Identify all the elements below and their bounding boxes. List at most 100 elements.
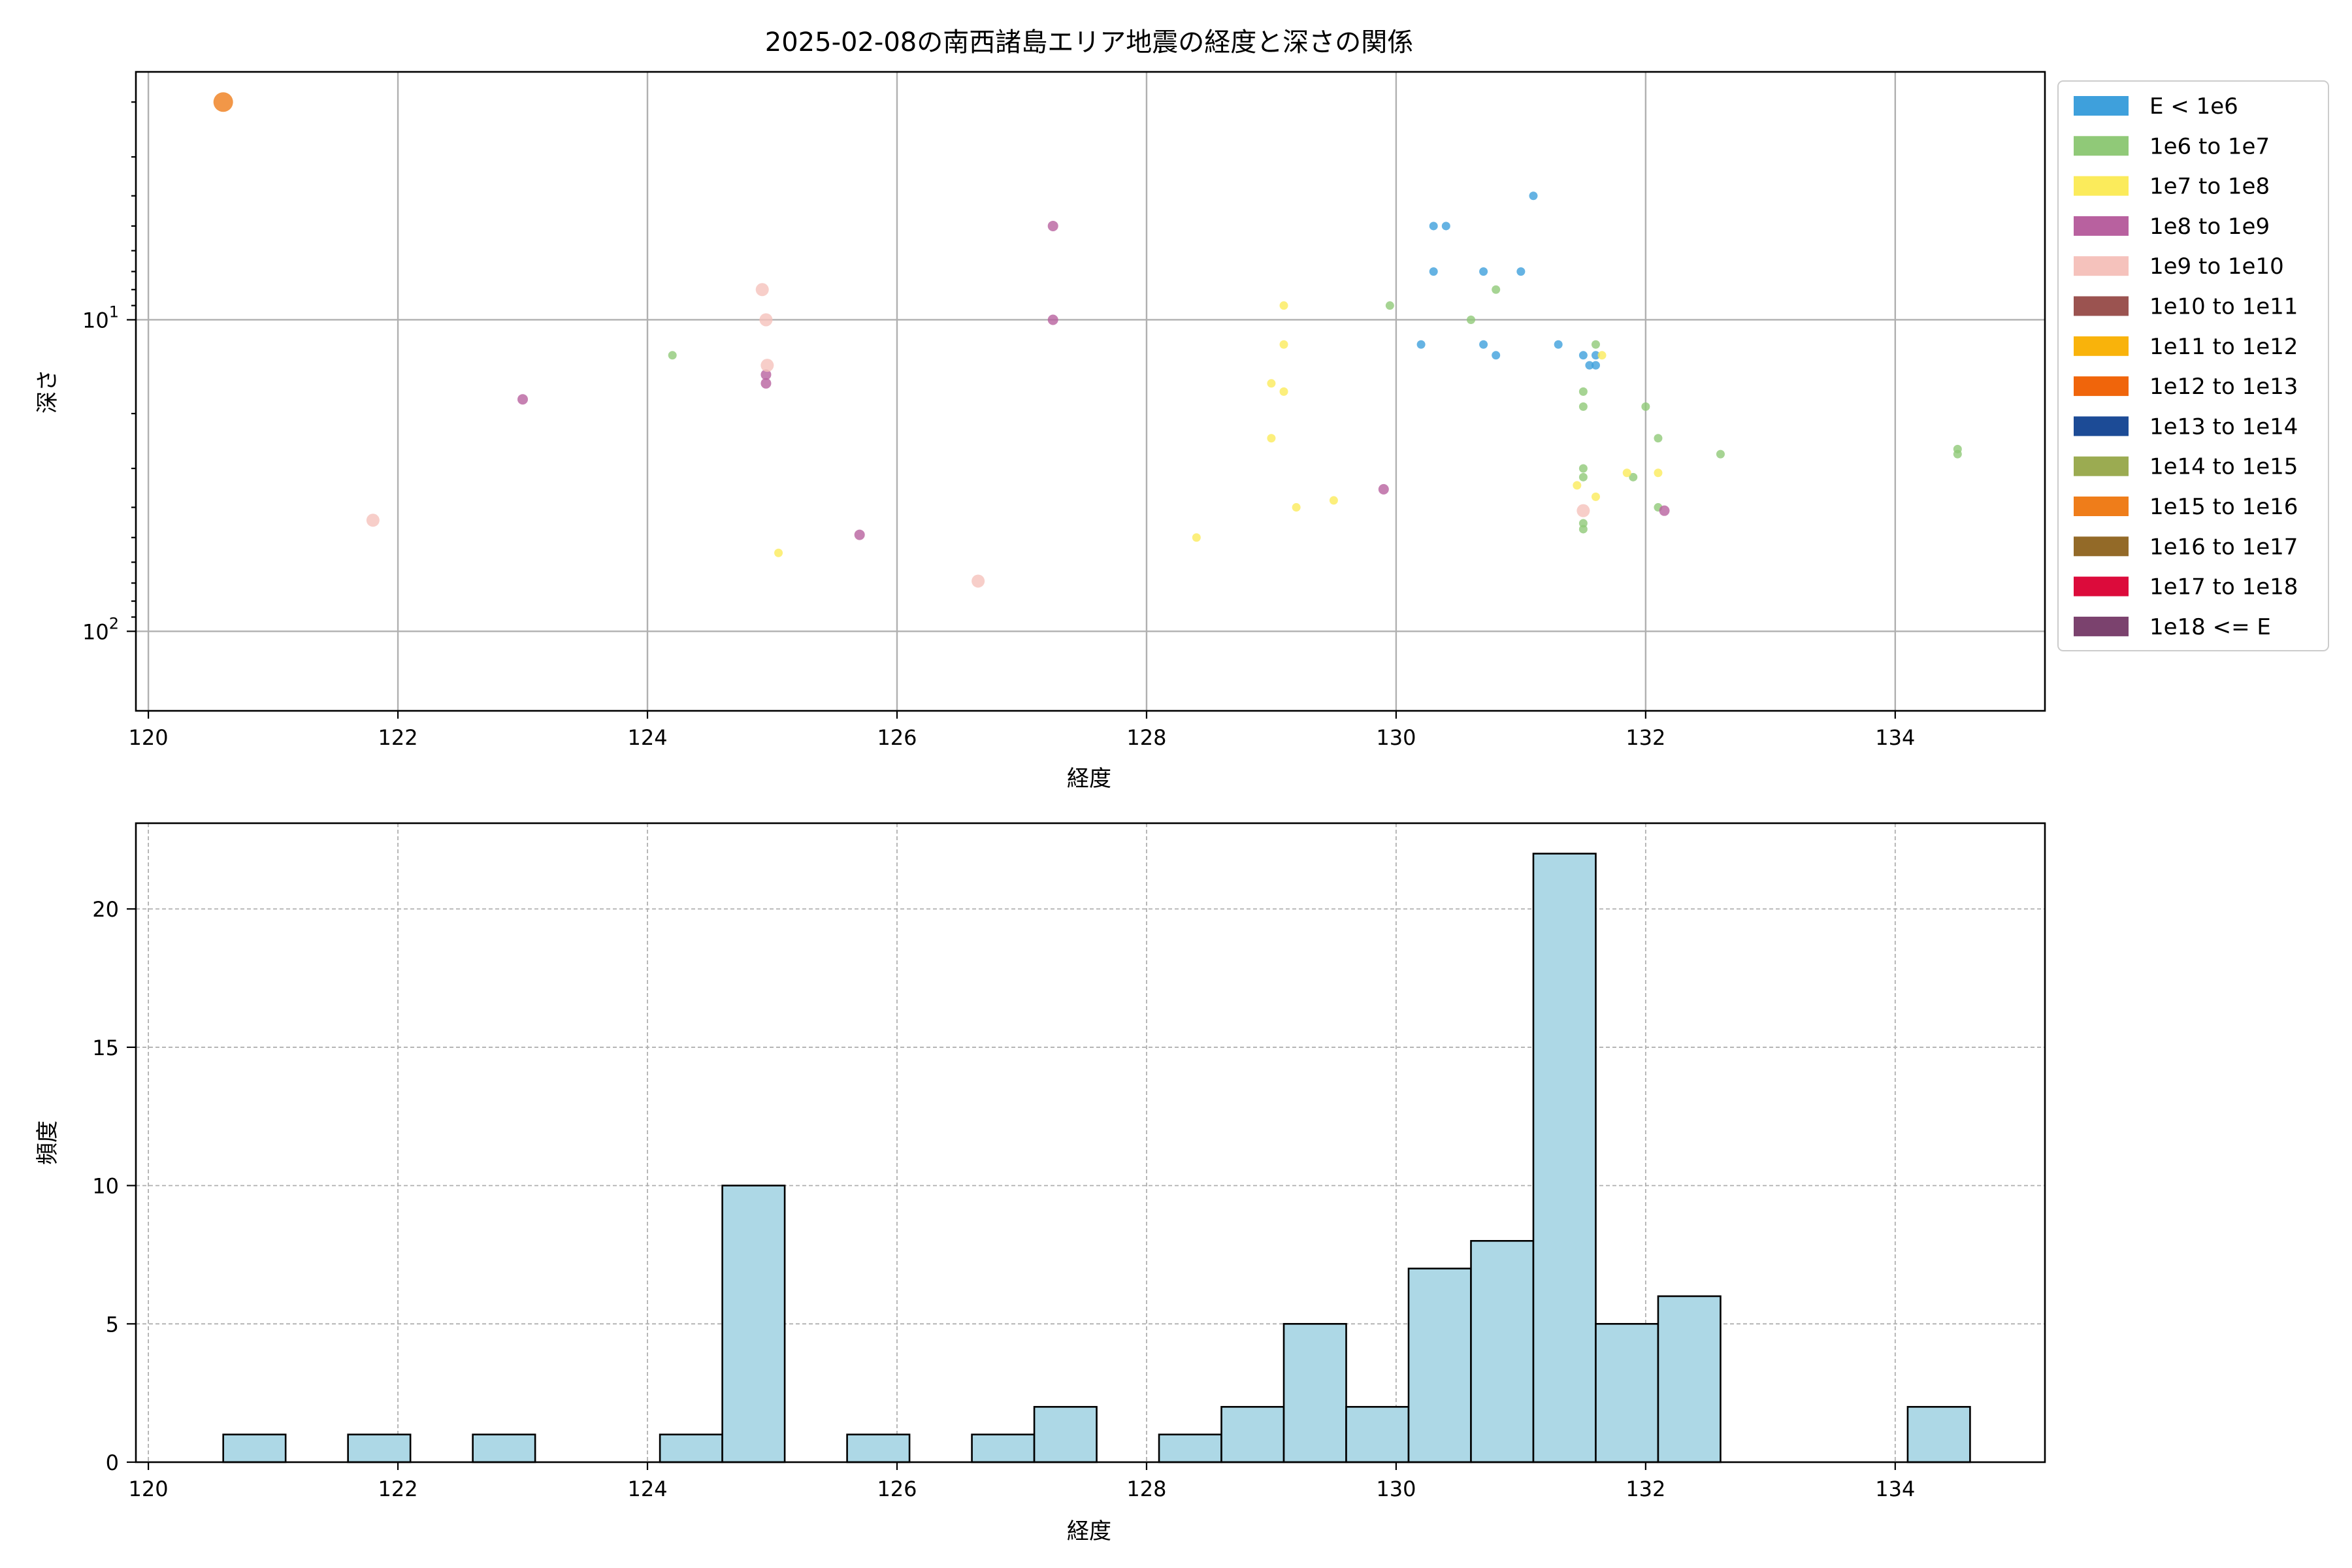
legend-swatch	[2074, 416, 2129, 436]
legend-swatch	[2074, 616, 2129, 636]
scatter-x-axis-label: 経度	[1067, 766, 1111, 792]
histogram-y-axis-label: 頻度	[35, 1120, 61, 1165]
legend-label: 1e14 to 1e15	[2149, 454, 2298, 480]
legend-label: 1e7 to 1e8	[2149, 174, 2270, 200]
legend-swatch	[2074, 256, 2129, 276]
scatter-point	[972, 574, 985, 588]
scatter-point	[1267, 434, 1276, 443]
scatter-point	[517, 394, 529, 405]
scatter-point	[854, 529, 865, 540]
histogram-bar	[1407, 1267, 1472, 1463]
scatter-point	[1441, 221, 1450, 231]
scatter-point	[1416, 340, 1426, 349]
histogram-x-tick-label: 134	[1875, 1477, 1915, 1501]
legend-frame	[2057, 80, 2329, 651]
histogram-bars	[222, 853, 1971, 1463]
histogram-bar	[1033, 1406, 1098, 1463]
scatter-point	[1479, 267, 1488, 276]
scatter-point	[1591, 340, 1600, 349]
legend-label: 1e12 to 1e13	[2149, 374, 2298, 400]
scatter-points	[213, 92, 1962, 588]
scatter-point	[1578, 402, 1588, 411]
histogram-bar	[846, 1433, 911, 1463]
scatter-grid	[136, 72, 2045, 711]
histogram-bar	[1220, 1406, 1285, 1463]
histogram-bar	[1345, 1406, 1410, 1463]
legend-swatch	[2074, 376, 2129, 397]
scatter-point	[1267, 379, 1276, 388]
histogram-x-axis-label: 経度	[1067, 1518, 1111, 1544]
histogram-y-tick-label: 20	[92, 897, 119, 922]
scatter-point	[1654, 468, 1663, 478]
scatter-point	[1329, 496, 1338, 505]
histogram-bar	[1470, 1239, 1535, 1463]
histogram-axes: 120 122 124 126 128 130 132 134 0 5 10 15 20	[92, 897, 1915, 1501]
scatter-point	[1629, 472, 1638, 482]
scatter-point	[1573, 481, 1582, 490]
scatter-point	[1378, 483, 1389, 495]
histogram-bar	[347, 1433, 412, 1463]
scatter-point	[1591, 351, 1600, 360]
scatter-point	[1429, 221, 1438, 231]
histogram-y-tick-label: 5	[106, 1312, 119, 1337]
scatter-x-tick-label: 130	[1376, 725, 1416, 750]
histogram-x-tick-label: 130	[1376, 1477, 1416, 1501]
scatter-point	[1578, 351, 1588, 360]
histogram-bar	[1657, 1295, 1722, 1463]
scatter-point	[1479, 340, 1488, 349]
scatter-point	[1047, 220, 1058, 231]
scatter-point	[1578, 519, 1588, 528]
legend-swatch	[2074, 216, 2129, 236]
scatter-point	[1585, 361, 1594, 370]
scatter-point	[1953, 449, 1962, 459]
legend-label: 1e16 to 1e17	[2149, 534, 2298, 560]
scatter-point	[1279, 301, 1288, 310]
scatter-point	[1516, 267, 1526, 276]
scatter-point	[1591, 361, 1600, 370]
histogram-x-tick-label: 126	[877, 1477, 917, 1501]
legend-items: E < 1e6 1e6 to 1e7 1e7 to 1e8 1e8 to 1e9 1e9…	[2074, 93, 2298, 640]
legend-swatch	[2074, 497, 2129, 516]
scatter-x-tick-label: 124	[627, 725, 667, 750]
histogram-x-tick-label: 128	[1126, 1477, 1166, 1501]
legend-swatch	[2074, 96, 2129, 116]
legend-swatch	[2074, 176, 2129, 196]
histogram-x-tick-label: 132	[1625, 1477, 1665, 1501]
legend-label: 1e9 to 1e10	[2149, 253, 2284, 280]
scatter-panel: 2025-02-08の南西諸島エリア地震の経度と深さの関係 120 122 124 1…	[35, 27, 2046, 792]
legend-label: E < 1e6	[2149, 93, 2238, 120]
scatter-point	[1492, 285, 1501, 294]
scatter-y-tick-label: 102	[82, 614, 119, 644]
scatter-point	[755, 283, 769, 297]
scatter-point	[1641, 402, 1650, 411]
legend-label: 1e10 to 1e11	[2149, 294, 2298, 320]
legend-swatch	[2074, 336, 2129, 356]
scatter-x-tick-label: 132	[1625, 725, 1665, 750]
scatter-point	[759, 313, 773, 327]
histogram-bar	[472, 1433, 536, 1463]
scatter-point	[760, 369, 772, 380]
histogram-bar	[222, 1433, 287, 1463]
scatter-point	[1591, 492, 1600, 501]
histogram-x-tick-label: 122	[378, 1477, 418, 1501]
legend-swatch	[2074, 136, 2129, 156]
scatter-point	[1492, 351, 1501, 360]
scatter-point	[1654, 434, 1663, 443]
legend-swatch	[2074, 456, 2129, 476]
scatter-point	[1466, 315, 1475, 324]
histogram-x-tick-label: 120	[129, 1477, 169, 1501]
scatter-title: 2025-02-08の南西諸島エリア地震の経度と深さの関係	[765, 27, 1413, 57]
legend-label: 1e18 <= E	[2149, 614, 2271, 640]
scatter-point	[1578, 387, 1588, 396]
scatter-axes: 120 122 124 126 128 130 132 134 101 102	[82, 101, 1915, 750]
scatter-x-tick-label: 120	[129, 725, 169, 750]
scatter-point	[1292, 503, 1301, 512]
scatter-point	[668, 351, 677, 360]
histogram-bar	[971, 1433, 1036, 1463]
scatter-point	[1047, 314, 1058, 325]
scatter-y-tick-label: 101	[82, 302, 119, 333]
scatter-x-tick-label: 134	[1875, 725, 1915, 750]
scatter-point	[213, 92, 233, 112]
histogram-bar	[1906, 1406, 1971, 1463]
